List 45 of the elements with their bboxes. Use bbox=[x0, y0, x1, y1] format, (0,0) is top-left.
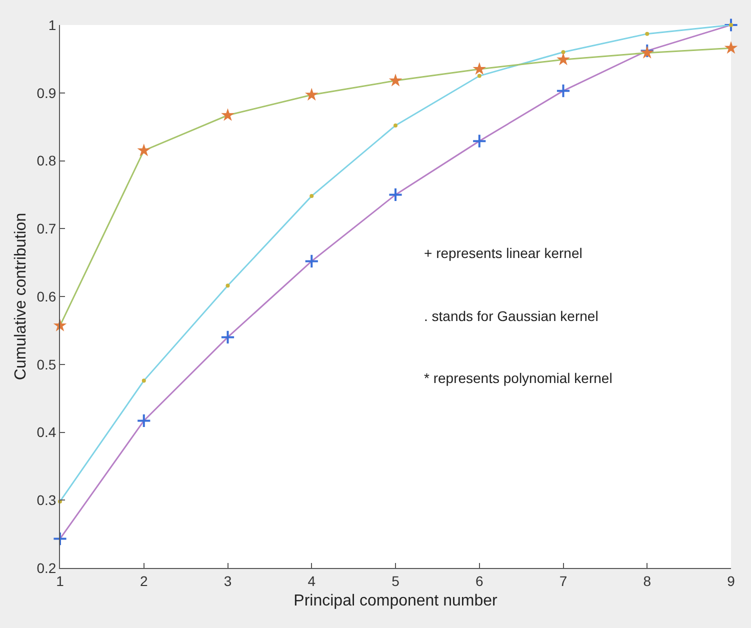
x-tick-label: 6 bbox=[475, 572, 484, 589]
point bbox=[724, 18, 738, 32]
point bbox=[729, 23, 733, 27]
y-tick-label: 0.2 bbox=[36, 560, 56, 576]
point bbox=[477, 74, 482, 78]
point bbox=[52, 532, 68, 546]
x-tick-label: 3 bbox=[224, 572, 232, 589]
point bbox=[142, 378, 146, 383]
y-tick-label: 0.8 bbox=[36, 152, 56, 169]
point bbox=[304, 254, 319, 269]
point bbox=[220, 330, 236, 345]
x-tick-label: 2 bbox=[140, 572, 148, 589]
point bbox=[136, 413, 152, 428]
x-tick-label: 9 bbox=[727, 572, 736, 589]
point bbox=[556, 84, 571, 98]
y-tick-label: 0.6 bbox=[36, 288, 56, 304]
point bbox=[556, 52, 570, 66]
y-tick-label: 0.4 bbox=[36, 424, 56, 440]
point bbox=[645, 32, 650, 36]
point bbox=[561, 50, 566, 54]
x-tick-label: 5 bbox=[392, 572, 400, 589]
x-tick-label: 4 bbox=[308, 572, 316, 589]
annotation: * represents polynomial kernel bbox=[424, 370, 612, 386]
point bbox=[310, 194, 314, 198]
point bbox=[221, 108, 234, 121]
x-tick-label: 7 bbox=[559, 572, 568, 589]
point bbox=[724, 41, 738, 54]
point bbox=[226, 284, 230, 288]
point bbox=[304, 88, 318, 101]
y-tick-label: 0.5 bbox=[36, 356, 56, 372]
point bbox=[394, 123, 398, 128]
point bbox=[388, 187, 403, 202]
point bbox=[472, 62, 486, 75]
annotation: + represents linear kernel bbox=[424, 245, 582, 261]
y-tick-label: 0.7 bbox=[36, 220, 56, 237]
point bbox=[472, 134, 487, 148]
x-axis-title: Principal component number bbox=[294, 592, 498, 610]
y-tick-label: 1 bbox=[48, 16, 56, 33]
annotation: . stands for Gaussian kernel bbox=[424, 308, 598, 324]
x-tick-label: 8 bbox=[643, 572, 652, 589]
y-tick-label: 0.3 bbox=[36, 492, 56, 508]
point bbox=[137, 144, 151, 156]
y-tick-label: 0.9 bbox=[36, 84, 56, 101]
y-axis-title: Cumulative contribution bbox=[12, 212, 30, 380]
point bbox=[388, 74, 402, 86]
